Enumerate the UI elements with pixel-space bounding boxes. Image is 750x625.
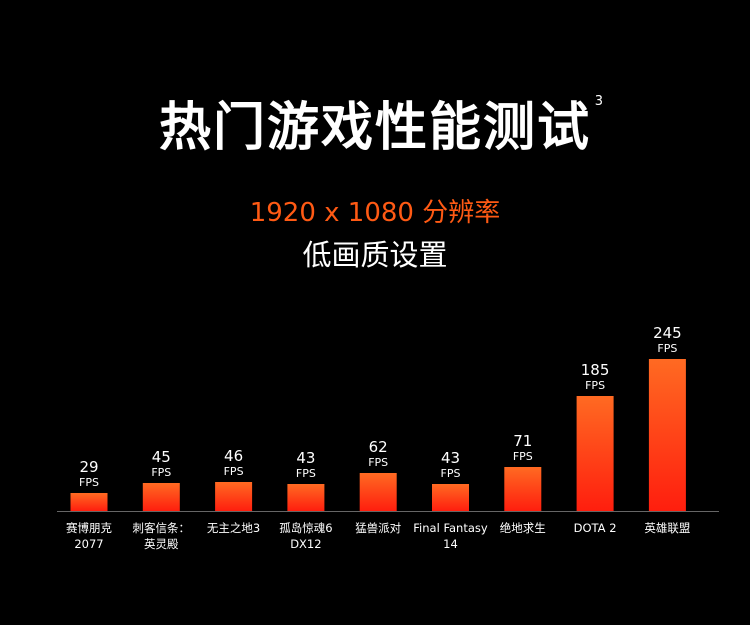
- category-label: 绝地求生: [500, 521, 546, 535]
- value-label: 71: [513, 432, 532, 450]
- bar: [142, 483, 180, 511]
- category-label: 孤岛惊魂6: [279, 521, 332, 535]
- value-label: 45: [152, 448, 171, 466]
- category-label: 赛博朋克: [66, 521, 112, 535]
- bar: [287, 484, 325, 511]
- resolution-subtitle: 1920 x 1080 分辨率: [0, 196, 750, 230]
- value-label: 46: [224, 447, 243, 465]
- bar: [215, 482, 253, 511]
- category-label: 英雄联盟: [644, 521, 690, 535]
- quality-setting: 低画质设置: [302, 238, 448, 272]
- value-label: 62: [369, 438, 388, 456]
- bar: [432, 484, 469, 511]
- category-label: 猛兽派对: [355, 521, 401, 535]
- unit-label: FPS: [513, 450, 533, 463]
- bar: [504, 467, 542, 511]
- fps-bar-chart: 29FPS赛博朋克207745FPS刺客信条：英灵殿46FPS无主之地343FP…: [57, 324, 719, 551]
- category-label: DX12: [290, 537, 321, 551]
- unit-label: FPS: [585, 379, 605, 392]
- value-label: 43: [441, 449, 460, 467]
- category-label: 14: [443, 537, 458, 551]
- resolution-value: 1920 x 1080: [249, 198, 414, 228]
- category-label: DOTA 2: [574, 521, 617, 535]
- category-label: 刺客信条：: [133, 521, 191, 535]
- category-label: 2077: [74, 537, 103, 551]
- value-label: 43: [296, 449, 315, 467]
- unit-label: FPS: [151, 466, 171, 479]
- resolution-label: 分辨率: [422, 198, 501, 228]
- unit-label: FPS: [224, 465, 244, 478]
- bar: [648, 359, 686, 511]
- title-text: 热门游戏性能测试: [158, 98, 591, 158]
- bar: [359, 473, 397, 511]
- bar: [70, 493, 108, 511]
- value-label: 185: [581, 361, 610, 379]
- value-label: 29: [79, 458, 98, 476]
- value-label: 245: [653, 324, 682, 342]
- footnote-marker: 3: [594, 94, 605, 109]
- unit-label: FPS: [441, 467, 461, 480]
- category-label: Final Fantasy: [413, 521, 488, 535]
- category-label: 无主之地3: [207, 521, 260, 535]
- unit-label: FPS: [79, 476, 99, 489]
- category-label: 英灵殿: [144, 537, 179, 551]
- unit-label: FPS: [296, 467, 316, 480]
- unit-label: FPS: [657, 342, 677, 355]
- page-title: 热门游戏性能测试 3: [0, 88, 750, 168]
- bar: [576, 396, 614, 511]
- unit-label: FPS: [368, 456, 388, 469]
